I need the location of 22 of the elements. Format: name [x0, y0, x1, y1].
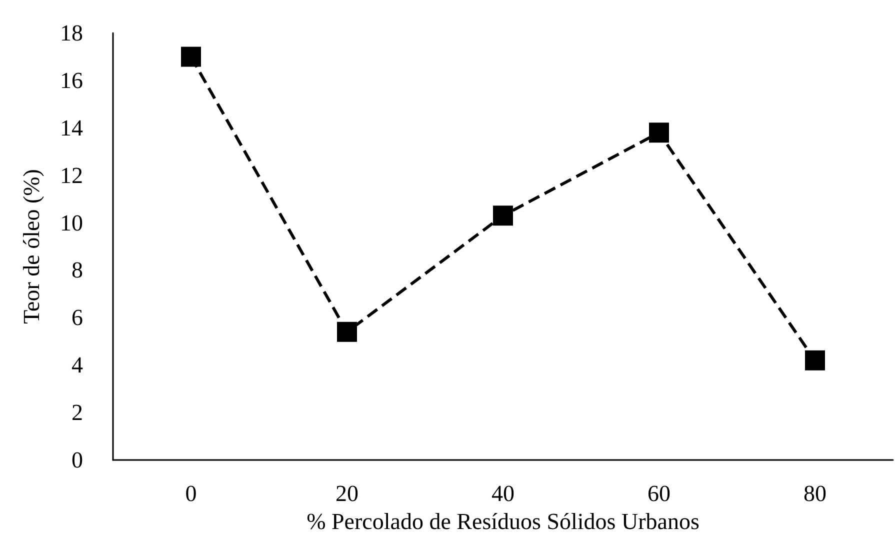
y-tick-label: 14 — [60, 115, 84, 140]
x-tick-label: 40 — [492, 481, 514, 506]
y-tick-label: 4 — [72, 352, 84, 378]
y-tick-label: 8 — [72, 258, 83, 283]
x-axis-title: % Percolado de Resíduos Sólidos Urbanos — [306, 508, 700, 534]
y-axis-title: Teor de óleo (%) — [19, 169, 44, 324]
y-tick-label: 18 — [60, 20, 83, 46]
y-tick-label: 2 — [72, 400, 83, 426]
point — [649, 122, 669, 143]
y-tick-label: 10 — [60, 210, 83, 236]
point — [181, 46, 201, 67]
point — [493, 206, 513, 226]
y-tick-label: 6 — [72, 305, 83, 330]
y-tick-label: 16 — [60, 68, 83, 93]
y-tick-label: 0 — [72, 448, 83, 472]
x-tick-label: 20 — [336, 481, 358, 506]
point — [805, 350, 825, 370]
y-tick-label: 12 — [60, 162, 83, 188]
x-tick-label: 0 — [185, 481, 197, 506]
x-tick-label: 80 — [804, 481, 826, 506]
point — [337, 322, 357, 342]
x-tick-label: 60 — [648, 481, 670, 506]
